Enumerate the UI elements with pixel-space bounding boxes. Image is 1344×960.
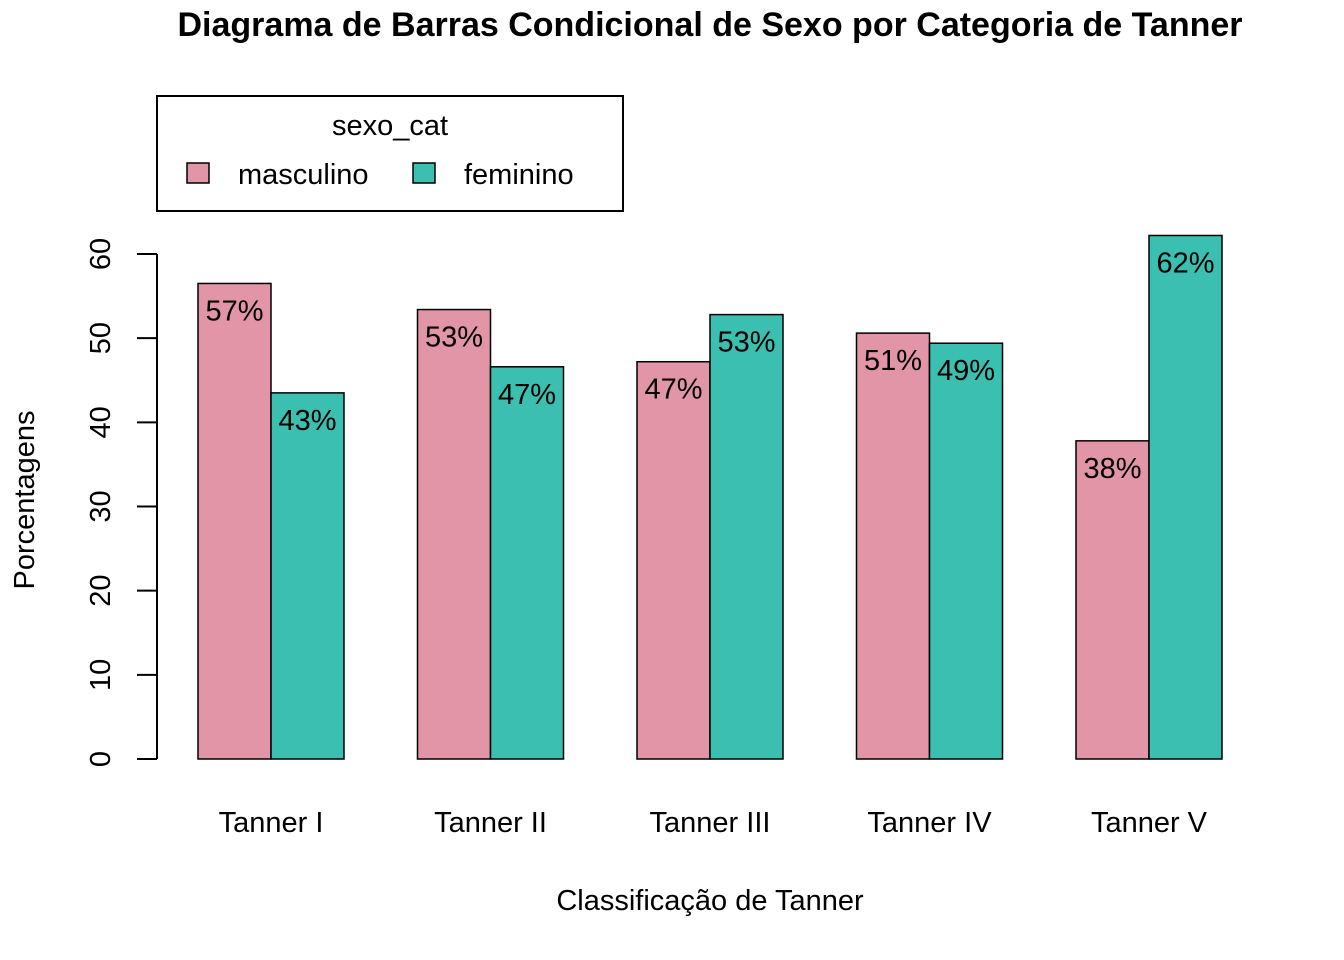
bar-feminino-2 <box>489 366 565 760</box>
legend: sexo_cat masculino feminino <box>156 95 624 212</box>
bar-masculino-3 <box>636 360 711 760</box>
legend-label-masculino: masculino <box>238 159 369 191</box>
legend-label-feminino: feminino <box>464 159 574 191</box>
bar-masculino-2 <box>416 308 492 760</box>
x-axis: Tanner I Tanner II Tanner III Tanner IV Tann… <box>219 807 1208 839</box>
x-tick-label: Tanner I <box>219 807 324 839</box>
bar-value-label: 43% <box>278 405 336 437</box>
bar-masculino-4 <box>855 332 931 760</box>
x-axis-label: Classificação de Tanner <box>556 885 864 917</box>
x-tick-label: Tanner IV <box>867 807 992 839</box>
bar-value-label: 38% <box>1083 453 1141 485</box>
y-tick-label: 10 <box>85 659 117 691</box>
chart-title: Diagrama de Barras Condicional de Sexo p… <box>178 6 1243 44</box>
bar-value-label: 51% <box>864 345 922 377</box>
bar-masculino-5 <box>1075 440 1150 760</box>
bar-value-label: 47% <box>644 374 702 406</box>
bar-feminino-1 <box>270 392 345 760</box>
x-tick-label: Tanner V <box>1091 807 1208 839</box>
legend-swatch-feminino <box>412 162 436 184</box>
bar-value-label: 53% <box>425 322 483 354</box>
y-axis-label: Porcentagens <box>9 411 41 590</box>
y-tick-label: 20 <box>85 575 117 607</box>
bar-value-label: 53% <box>717 327 775 359</box>
legend-swatch-masculino <box>186 162 210 184</box>
x-tick-label: Tanner III <box>650 807 771 839</box>
bar-value-label: 57% <box>205 295 263 327</box>
bar-feminino-4 <box>928 342 1004 760</box>
x-tick-label: Tanner II <box>434 807 547 839</box>
y-tick-label: 0 <box>85 751 117 767</box>
legend-title: sexo_cat <box>332 110 448 142</box>
y-tick-label: 30 <box>85 490 117 522</box>
bar-masculino-1 <box>197 282 272 760</box>
y-tick-label: 40 <box>85 406 117 438</box>
y-axis: 0 10 20 30 40 50 60 <box>85 238 158 767</box>
bar-value-label: 47% <box>498 379 556 411</box>
y-tick-label: 60 <box>85 238 117 270</box>
bar-feminino-3 <box>709 313 784 760</box>
bar-value-label: 49% <box>937 355 995 387</box>
bars: 57% 43% 53% 47% 47% 53% 51% 49% 38% 62% <box>197 234 1223 760</box>
y-tick-label: 50 <box>85 322 117 354</box>
bar-value-label: 62% <box>1156 247 1214 279</box>
legend-box <box>156 95 624 212</box>
bar-feminino-5 <box>1148 234 1223 760</box>
